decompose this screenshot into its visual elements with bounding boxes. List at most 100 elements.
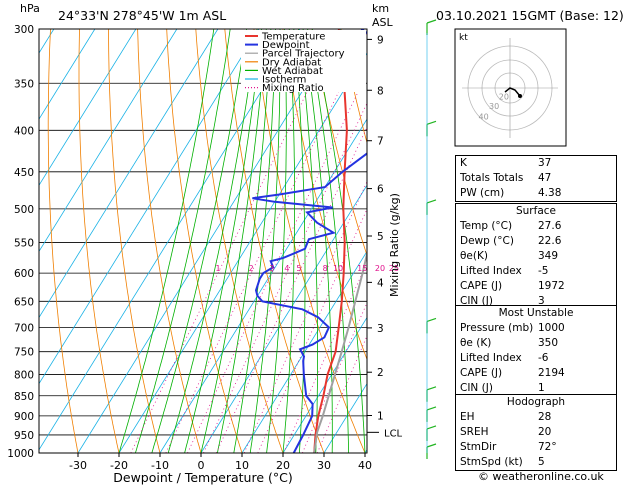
x-axis-label: Dewpoint / Temperature (°C) <box>113 470 292 485</box>
plot-frame <box>38 28 368 454</box>
unstable-key: Lifted Index <box>460 352 522 364</box>
pressure-tick-label: 300 <box>14 24 34 36</box>
index-row: K 37 <box>456 156 616 171</box>
index-key: PW (cm) <box>460 187 505 199</box>
hodo-value: 28 <box>538 411 552 423</box>
hodo-row: EH 28 <box>456 410 616 425</box>
wet-adiabat-line <box>282 29 295 453</box>
hodo-key: SREH <box>460 426 489 438</box>
surface-key: Lifted Index <box>460 265 522 277</box>
wind-barb-flag <box>426 199 437 204</box>
location-title: 24°33'N 278°45'W 1m ASL <box>58 8 227 23</box>
hodograph-ring-label: 20 <box>499 92 509 101</box>
legend-label: Dewpoint <box>262 40 310 51</box>
wet-adiabat-line <box>217 29 272 453</box>
x-tick-label: -20 <box>110 459 128 472</box>
mixing-ratio-line <box>130 29 339 453</box>
isotherm-line <box>39 29 137 187</box>
index-value: 37 <box>538 157 552 169</box>
isotherm-line <box>39 29 260 385</box>
wet-adiabat-line <box>302 29 333 453</box>
pressure-tick-label: 600 <box>14 268 34 280</box>
mixing-ratio-label: 2 <box>249 264 254 273</box>
mixing-ratio-label: 25 <box>389 264 399 273</box>
axes: 1 2 3 4 5 8 10 15 20 2530035040045050055060065070… <box>7 24 402 485</box>
copyright: © weatheronline.co.uk <box>478 470 604 483</box>
storm-motion-dot <box>518 94 522 98</box>
surface-key: Dewp (°C) <box>460 235 514 247</box>
unstable-title: Most Unstable <box>498 307 574 319</box>
series-dewpoint <box>252 29 367 453</box>
hodograph-panel: Hodograph EH 28 SREH 20 StmDir 72° StmSpd (kt)… <box>455 394 617 471</box>
series-parcel-trajectory <box>313 249 367 453</box>
legend-label: Temperature <box>261 32 325 43</box>
legend-label: Dry Adiabat <box>262 57 321 68</box>
unstable-value: 350 <box>538 337 559 349</box>
profile-curves <box>252 29 367 453</box>
wet-adiabat-line <box>293 29 306 453</box>
surface-key: θe(K) <box>460 250 488 262</box>
isotherm-line <box>39 29 178 253</box>
index-key: K <box>460 157 467 169</box>
km-tick-label: 4 <box>377 277 384 289</box>
wet-adiabat-line <box>266 29 287 453</box>
dry-adiabat-line <box>47 29 79 453</box>
wet-adiabat-line <box>118 29 215 453</box>
hodograph-ring-label: 40 <box>479 113 489 122</box>
mixing-ratio-label: 1 <box>215 264 220 273</box>
mixing-ratio-label: 15 <box>357 264 367 273</box>
mixing-ratio-label: 4 <box>284 264 289 273</box>
pressure-tick-label: 350 <box>14 78 34 90</box>
km-tick-label: 7 <box>377 136 384 148</box>
isotherm-line <box>77 29 342 453</box>
wet-adiabat-line <box>167 29 258 453</box>
hodo-key: EH <box>460 411 475 423</box>
legend-label: Wet Adiabat <box>262 66 323 77</box>
hodo-row: StmSpd (kt) 5 <box>456 455 616 470</box>
pressure-tick-label: 950 <box>14 430 34 442</box>
mixing-ratio-label: 10 <box>333 264 343 273</box>
wet-adiabat-line <box>184 29 263 453</box>
unstable-row: Pressure (mb) 1000 <box>456 321 616 336</box>
isotherm-line <box>39 29 301 451</box>
indices-panel: K 37 Totals Totals 47 PW (cm) 4.38 <box>455 155 617 202</box>
wind-barb-flag <box>426 19 437 24</box>
x-tick-label: 20 <box>276 459 290 472</box>
dry-adiabat-line <box>311 29 367 257</box>
km-tick-label: 2 <box>377 367 384 379</box>
surface-value: 349 <box>538 250 559 262</box>
wet-adiabat-line <box>233 29 276 453</box>
y-axis-label: Mixing Ratio (g/kg) <box>388 193 401 297</box>
surface-title: Surface <box>515 205 556 217</box>
pressure-tick-label: 450 <box>14 167 34 179</box>
mixing-ratio-line <box>187 72 367 453</box>
lcl-label: LCL <box>384 428 403 439</box>
surface-key: CAPE (J) <box>460 280 503 292</box>
hodo-key: StmDir <box>460 441 497 453</box>
surface-row: Dewp (°C) 22.6 <box>456 234 616 249</box>
dry-adiabat-line <box>195 29 284 453</box>
hodograph-trace <box>504 87 521 97</box>
surface-row: CIN (J) 3 <box>456 294 616 309</box>
unstable-key: Pressure (mb) <box>460 322 534 334</box>
mixing-ratio-line <box>203 102 367 453</box>
dry-adiabat-line <box>282 29 367 361</box>
pressure-tick-label: 400 <box>14 125 34 137</box>
isotherm-line <box>159 118 367 453</box>
unstable-key: CIN (J) <box>460 382 493 394</box>
legend-label: Mixing Ratio <box>262 83 324 94</box>
hodo-row: StmDir 72° <box>456 440 616 455</box>
x-tick-label: 10 <box>235 459 249 472</box>
wind-barb-flag <box>426 406 437 411</box>
background-grid <box>39 29 367 453</box>
pressure-tick-label: 650 <box>14 296 34 308</box>
surface-value: 1972 <box>538 280 565 292</box>
wind-barb-flag <box>426 386 437 391</box>
mixing-ratio-line <box>165 32 367 453</box>
legend-label: Parcel Trajectory <box>262 49 345 60</box>
km-tick-label: 1 <box>377 411 384 423</box>
wet-adiabat-line <box>298 29 318 453</box>
hodograph-title: Hodograph <box>506 396 566 408</box>
mixing-ratio-label: 5 <box>296 264 301 273</box>
